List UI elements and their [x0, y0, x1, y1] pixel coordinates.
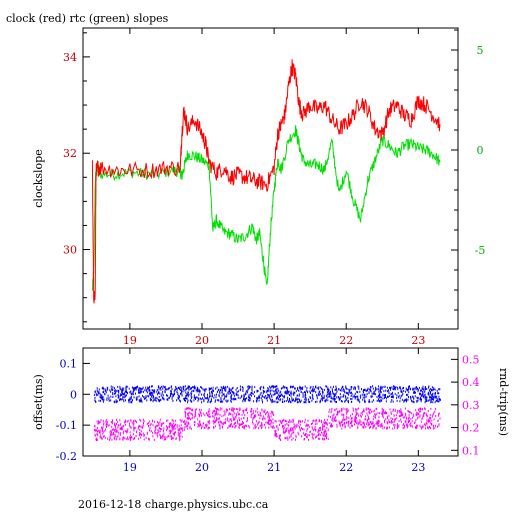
bottom-y-tick-label: -0.1	[56, 419, 77, 432]
top-y-tick-label: 34	[63, 51, 77, 64]
bottom-y2-tick-label: 0.2	[462, 422, 480, 435]
footer-caption: 2016-12-18 charge.physics.ubc.ca	[78, 498, 269, 511]
bottom-y2-tick-label: 0.5	[462, 353, 480, 366]
figure-title: clock (red) rtc (green) slopes	[6, 12, 169, 25]
top-y-tick-label: 30	[63, 244, 77, 257]
bottom-x-tick-label: 22	[339, 461, 353, 474]
bottom-y-tick-label: -0.2	[56, 450, 77, 463]
rtc-slope-series	[91, 125, 441, 291]
top-x-tick-label: 20	[195, 334, 209, 347]
bottom-y2-tick-label: 0.1	[462, 444, 480, 457]
top-y-tick-label: 32	[63, 147, 77, 160]
bottom-x-tick-label: 20	[195, 461, 209, 474]
top-x-tick-label: 21	[267, 334, 281, 347]
bottom-x-tick-label: 21	[267, 461, 281, 474]
top-y2-tick-label: 5	[477, 44, 484, 57]
top-x-tick-label: 19	[123, 334, 137, 347]
bottom-x-tick-label: 19	[123, 461, 137, 474]
bottom-y-tick-label: 0	[70, 388, 77, 401]
top-x-tick-label: 22	[339, 334, 353, 347]
top-plot-frame	[82, 27, 459, 330]
bottom-y-axis-label: offset(ms)	[32, 374, 45, 430]
clock-slope-series	[91, 59, 441, 304]
top-panel: 19 20 21 22 23 30 32 34 -5 0 5 clockslope	[32, 27, 486, 347]
round-trip-points	[93, 407, 441, 441]
top-x-tick-label: 23	[411, 334, 425, 347]
offset-points	[93, 385, 441, 404]
bottom-x-tick-label: 23	[411, 461, 425, 474]
top-y-axis-label: clockslope	[32, 149, 45, 207]
top-y2-tick-label: 0	[477, 144, 484, 157]
bottom-plot-frame	[82, 347, 459, 457]
bottom-y2-tick-label: 0.3	[462, 399, 480, 412]
top-y2-tick-label: -5	[475, 244, 486, 257]
bottom-y-tick-label: 0.1	[60, 357, 78, 370]
bottom-y2-tick-label: 0.4	[462, 376, 480, 389]
bottom-panel: 19 20 21 22 23 -0.2 -0.1 0 0.1 0.1 0.2 0.3 0.4 0.5 of…	[32, 347, 510, 474]
bottom-y2-axis-label: rnd-trip(ms)	[497, 368, 510, 436]
